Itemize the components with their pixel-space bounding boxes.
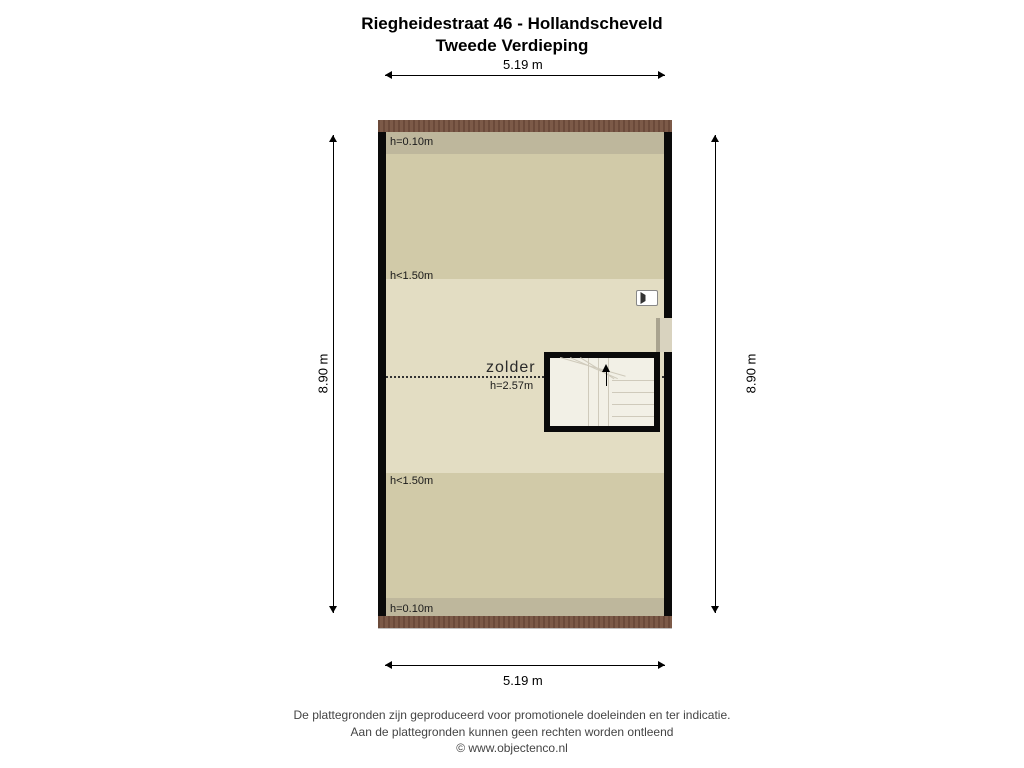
door-leaf [656,318,660,352]
height-label: h=0.10m [390,136,433,148]
dimension-right [715,135,716,613]
roof-strip-top [378,120,672,132]
dimension-right-label: 8.90 m [743,354,758,394]
dimension-left [333,135,334,613]
zone-top-mid [386,154,664,279]
title-line1: Riegheidestraat 46 - Hollandscheveld [0,14,1024,34]
footer-line3: © www.objectenco.nl [0,740,1024,756]
height-label: h<1.50m [390,475,433,487]
door-opening [660,318,672,352]
zone-bottom-mid [386,473,664,598]
dimension-top-label: 5.19 m [503,57,543,72]
footer-line1: De plattegronden zijn geproduceerd voor … [0,707,1024,723]
footer-line2: Aan de plattegronden kunnen geen rechten… [0,724,1024,740]
floor-plan: zolder h=0.10m h<1.50m h=2.57m h<1.50m h=0.1… [378,120,672,628]
title-line2: Tweede Verdieping [0,36,1024,56]
up-arrow-icon [602,364,610,372]
room-label-zolder: zolder [486,359,536,377]
height-label: h=0.10m [390,603,433,615]
title-block: Riegheidestraat 46 - Hollandscheveld Twe… [0,14,1024,56]
footer: De plattegronden zijn geproduceerd voor … [0,707,1024,756]
height-label: h<1.50m [390,270,433,282]
staircase-treads [550,358,654,426]
wall-left [378,132,386,616]
dimension-bottom [385,665,665,666]
height-label: h=2.57m [490,380,533,392]
dimension-bottom-label: 5.19 m [503,673,543,688]
dimension-left-label: 8.90 m [315,354,330,394]
roof-strip-bottom [378,616,672,628]
dimension-top [385,75,665,76]
radiator-icon [636,290,658,306]
staircase [544,352,660,432]
